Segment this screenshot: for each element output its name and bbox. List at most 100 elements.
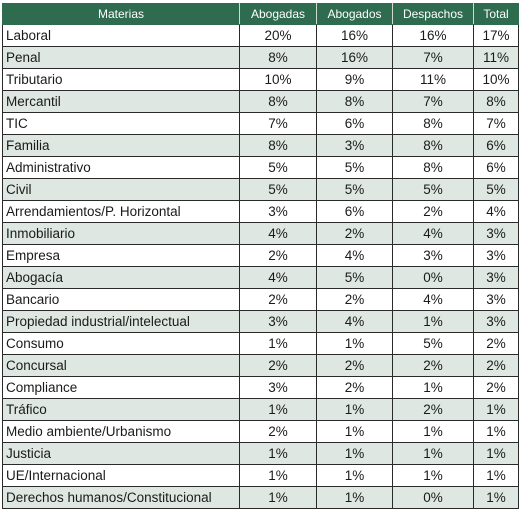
cell-abogados: 9%: [316, 68, 393, 91]
cell-despachos: 1%: [392, 420, 474, 443]
cell-materia: Civil: [2, 178, 240, 201]
cell-materia: TIC: [2, 112, 240, 135]
table-row: Familia 8% 3% 8% 6%: [2, 134, 519, 157]
table-row: Justicia 1% 1% 1% 1%: [2, 442, 519, 465]
cell-materia: Bancario: [2, 288, 240, 311]
cell-despachos: 4%: [392, 288, 474, 311]
table-row: TIC 7% 6% 8% 7%: [2, 112, 519, 135]
cell-despachos: 8%: [392, 156, 474, 179]
cell-despachos: 8%: [392, 112, 474, 135]
cell-total: 10%: [473, 68, 519, 91]
cell-total: 11%: [473, 46, 519, 69]
cell-materia: Derechos humanos/Constitucional: [2, 486, 240, 509]
cell-total: 1%: [473, 486, 519, 509]
cell-abogados: 6%: [316, 200, 393, 223]
cell-total: 3%: [473, 310, 519, 333]
table-row: Abogacía 4% 5% 0% 3%: [2, 266, 519, 289]
header-total: Total: [473, 3, 519, 25]
cell-abogados: 2%: [316, 288, 393, 311]
cell-abogadas: 8%: [239, 134, 317, 157]
cell-total: 2%: [473, 354, 519, 377]
cell-materia: Penal: [2, 46, 240, 69]
cell-total: 3%: [473, 222, 519, 245]
cell-total: 3%: [473, 288, 519, 311]
cell-abogadas: 1%: [239, 464, 317, 487]
table-row: Civil 5% 5% 5% 5%: [2, 178, 519, 201]
cell-despachos: 1%: [392, 376, 474, 399]
cell-despachos: 8%: [392, 134, 474, 157]
cell-abogadas: 20%: [239, 24, 317, 47]
cell-abogadas: 1%: [239, 442, 317, 465]
header-abogadas: Abogadas: [239, 3, 317, 25]
cell-total: 4%: [473, 200, 519, 223]
cell-materia: Familia: [2, 134, 240, 157]
cell-abogados: 1%: [316, 398, 393, 421]
cell-abogados: 16%: [316, 24, 393, 47]
cell-total: 3%: [473, 266, 519, 289]
table-row: Tráfico 1% 1% 2% 1%: [2, 398, 519, 421]
cell-abogadas: 4%: [239, 266, 317, 289]
cell-abogados: 5%: [316, 266, 393, 289]
cell-abogados: 1%: [316, 420, 393, 443]
cell-abogados: 1%: [316, 464, 393, 487]
cell-total: 2%: [473, 376, 519, 399]
table-row: Bancario 2% 2% 4% 3%: [2, 288, 519, 311]
cell-materia: Empresa: [2, 244, 240, 267]
header-abogados: Abogados: [316, 3, 393, 25]
cell-abogadas: 8%: [239, 46, 317, 69]
cell-abogados: 3%: [316, 134, 393, 157]
table-row: Arrendamientos/P. Horizontal 3% 6% 2% 4%: [2, 200, 519, 223]
cell-total: 3%: [473, 244, 519, 267]
cell-materia: Propiedad industrial/intelectual: [2, 310, 240, 333]
cell-materia: Arrendamientos/P. Horizontal: [2, 200, 240, 223]
cell-despachos: 5%: [392, 332, 474, 355]
table-row: Tributario 10% 9% 11% 10%: [2, 68, 519, 91]
cell-total: 8%: [473, 90, 519, 113]
table-row: Propiedad industrial/intelectual 3% 4% 1% 3%: [2, 310, 519, 333]
cell-abogados: 1%: [316, 442, 393, 465]
cell-despachos: 5%: [392, 178, 474, 201]
cell-abogadas: 8%: [239, 90, 317, 113]
cell-materia: Inmobiliario: [2, 222, 240, 245]
cell-abogados: 2%: [316, 354, 393, 377]
cell-despachos: 4%: [392, 222, 474, 245]
cell-abogadas: 3%: [239, 200, 317, 223]
cell-total: 1%: [473, 442, 519, 465]
cell-abogados: 8%: [316, 90, 393, 113]
cell-despachos: 1%: [392, 442, 474, 465]
cell-materia: Consumo: [2, 332, 240, 355]
table-row: Mercantil 8% 8% 7% 8%: [2, 90, 519, 113]
cell-abogadas: 7%: [239, 112, 317, 135]
cell-abogadas: 3%: [239, 310, 317, 333]
cell-abogadas: 3%: [239, 376, 317, 399]
cell-despachos: 0%: [392, 266, 474, 289]
cell-abogadas: 2%: [239, 244, 317, 267]
cell-abogados: 5%: [316, 156, 393, 179]
cell-total: 1%: [473, 420, 519, 443]
cell-abogadas: 1%: [239, 398, 317, 421]
table-header-row: Materias Abogadas Abogados Despachos Tot…: [2, 3, 519, 25]
cell-abogados: 1%: [316, 486, 393, 509]
cell-abogados: 1%: [316, 332, 393, 355]
cell-materia: Abogacía: [2, 266, 240, 289]
cell-abogadas: 5%: [239, 178, 317, 201]
cell-materia: Laboral: [2, 24, 240, 47]
cell-abogados: 4%: [316, 244, 393, 267]
cell-materia: Justicia: [2, 442, 240, 465]
header-despachos: Despachos: [392, 3, 474, 25]
cell-abogadas: 10%: [239, 68, 317, 91]
table-row: Empresa 2% 4% 3% 3%: [2, 244, 519, 267]
cell-materia: Tráfico: [2, 398, 240, 421]
cell-materia: Mercantil: [2, 90, 240, 113]
cell-total: 7%: [473, 112, 519, 135]
cell-materia: Medio ambiente/Urbanismo: [2, 420, 240, 443]
table-row: Derechos humanos/Constitucional 1% 1% 0% 1%: [2, 486, 519, 509]
cell-abogadas: 2%: [239, 420, 317, 443]
cell-total: 2%: [473, 332, 519, 355]
cell-total: 6%: [473, 156, 519, 179]
cell-abogados: 16%: [316, 46, 393, 69]
cell-despachos: 7%: [392, 46, 474, 69]
table-row: Inmobiliario 4% 2% 4% 3%: [2, 222, 519, 245]
materias-table: Materias Abogadas Abogados Despachos Tot…: [2, 3, 519, 509]
cell-materia: Administrativo: [2, 156, 240, 179]
